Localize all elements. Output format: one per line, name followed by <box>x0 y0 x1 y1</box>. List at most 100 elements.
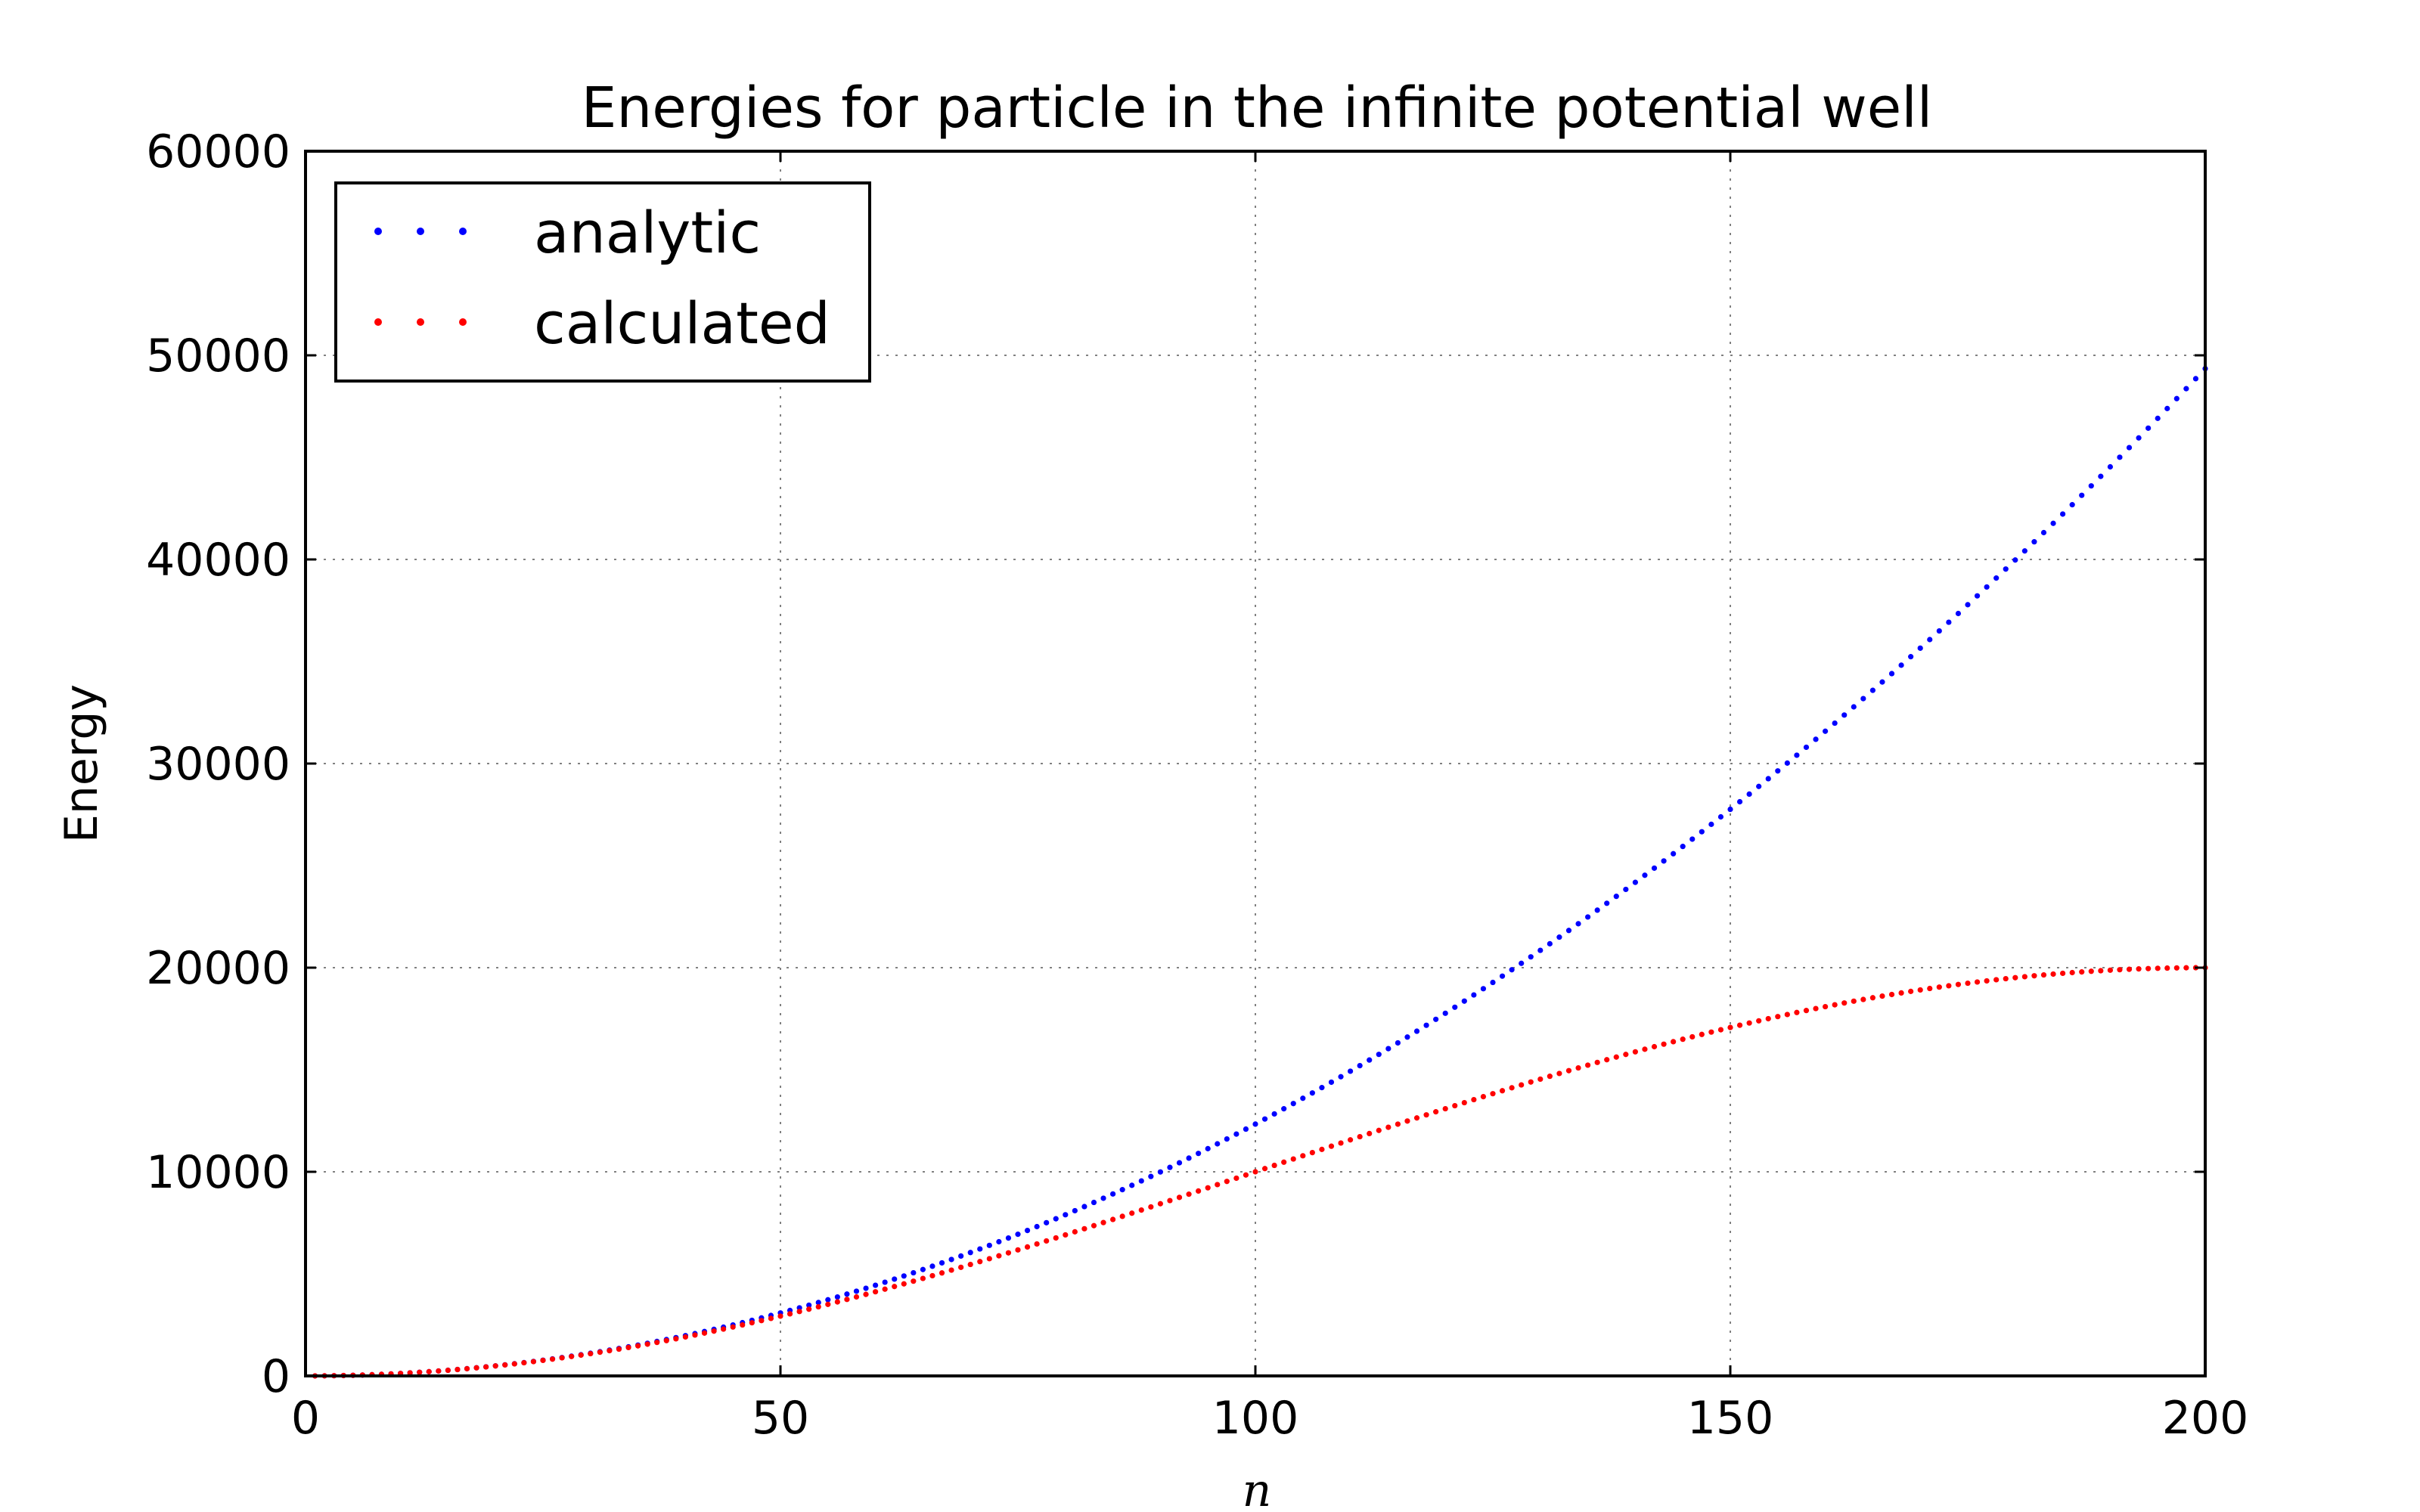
y-axis-label: Energy <box>55 684 108 843</box>
legend-marker-calculated <box>374 318 382 326</box>
analytic-point <box>1575 921 1581 927</box>
analytic-point <box>1044 1219 1050 1225</box>
analytic-point <box>1243 1126 1249 1132</box>
calculated-point <box>1281 1159 1287 1165</box>
calculated-point <box>1717 1027 1724 1033</box>
calculated-point <box>1100 1219 1106 1225</box>
calculated-point <box>939 1270 945 1276</box>
calculated-point <box>578 1352 584 1359</box>
calculated-point <box>1832 1002 1838 1008</box>
chart-title: Energies for particle in the infinite po… <box>582 76 1933 141</box>
calculated-point <box>2126 966 2133 972</box>
analytic-point <box>1917 645 1923 651</box>
calculated-point <box>1727 1024 1733 1030</box>
analytic-point <box>1746 791 1752 798</box>
analytic-point <box>2069 502 2075 508</box>
analytic-point <box>996 1238 1002 1245</box>
analytic-point <box>1860 696 1866 702</box>
analytic-point <box>1604 900 1610 906</box>
calculated-point <box>2155 965 2161 971</box>
calculated-point <box>786 1311 793 1317</box>
calculated-point <box>1671 1039 1677 1045</box>
analytic-point <box>2164 405 2170 411</box>
calculated-point <box>1594 1059 1600 1065</box>
calculated-point <box>569 1353 575 1359</box>
analytic-point <box>834 1294 840 1300</box>
x-tick-label: 200 <box>2162 1392 2249 1445</box>
analytic-point <box>1148 1173 1154 1179</box>
analytic-point <box>1376 1052 1382 1058</box>
analytic-point <box>1423 1022 1429 1028</box>
analytic-point <box>1081 1204 1087 1210</box>
calculated-point <box>1775 1014 1781 1020</box>
calculated-point <box>1300 1153 1306 1159</box>
analytic-point <box>1309 1090 1315 1096</box>
analytic-point <box>853 1288 860 1294</box>
calculated-point <box>844 1297 850 1303</box>
analytic-point <box>1898 662 1904 668</box>
calculated-point <box>1509 1085 1515 1091</box>
analytic-point <box>2173 395 2180 401</box>
calculated-point <box>1091 1222 1097 1228</box>
analytic-point <box>1717 813 1724 820</box>
analytic-point <box>1651 865 1658 871</box>
calculated-point <box>1348 1137 1354 1143</box>
calculated-point <box>1499 1088 1506 1094</box>
calculated-point <box>1015 1247 1021 1253</box>
analytic-point <box>2021 548 2028 554</box>
calculated-point <box>2145 965 2152 971</box>
calculated-point <box>1565 1067 1572 1074</box>
calculated-point <box>1110 1216 1116 1222</box>
calculated-point <box>2021 974 2028 980</box>
calculated-point <box>1148 1204 1154 1210</box>
analytic-point <box>873 1282 879 1288</box>
analytic-point <box>1671 850 1677 857</box>
calculated-point <box>673 1336 679 1342</box>
analytic-point <box>1708 821 1714 827</box>
calculated-point <box>825 1301 831 1307</box>
analytic-point <box>1281 1106 1287 1112</box>
calculated-point <box>796 1309 802 1315</box>
analytic-point <box>1528 954 1534 960</box>
analytic-point <box>2183 386 2189 392</box>
x-tick-label: 0 <box>291 1392 320 1445</box>
analytic-point <box>1319 1085 1325 1091</box>
analytic-point <box>2192 376 2199 382</box>
calculated-point <box>607 1348 613 1354</box>
analytic-point <box>948 1256 954 1263</box>
calculated-point <box>892 1284 898 1290</box>
calculated-point <box>1413 1115 1420 1121</box>
calculated-point <box>1613 1054 1619 1060</box>
calculated-point <box>711 1328 717 1334</box>
calculated-point <box>911 1278 917 1284</box>
analytic-point <box>2126 445 2133 451</box>
analytic-point <box>977 1246 983 1252</box>
analytic-point <box>1063 1212 1069 1218</box>
calculated-point <box>1034 1241 1040 1247</box>
calculated-point <box>654 1340 660 1346</box>
analytic-point <box>2145 425 2152 431</box>
calculated-point <box>1423 1112 1429 1118</box>
analytic-point <box>1927 637 1933 643</box>
analytic-point <box>1946 619 1952 625</box>
calculated-point <box>1699 1031 1705 1037</box>
analytic-point <box>920 1266 926 1272</box>
analytic-point <box>1157 1169 1163 1175</box>
y-tick-label: 50000 <box>146 330 290 383</box>
calculated-point <box>511 1361 517 1367</box>
calculated-point <box>1252 1169 1258 1175</box>
calculated-point <box>1756 1018 1762 1024</box>
analytic-point <box>2136 435 2142 441</box>
analytic-point <box>892 1276 898 1282</box>
analytic-point <box>1613 894 1619 900</box>
calculated-point <box>530 1359 537 1365</box>
calculated-point <box>663 1337 669 1343</box>
calculated-point <box>701 1330 708 1336</box>
calculated-point <box>1044 1238 1050 1244</box>
legend: analytic calculated <box>334 181 871 383</box>
calculated-point <box>1575 1064 1581 1071</box>
calculated-point <box>2117 967 2123 973</box>
calculated-point <box>1385 1124 1392 1130</box>
calculated-point <box>1490 1091 1496 1097</box>
